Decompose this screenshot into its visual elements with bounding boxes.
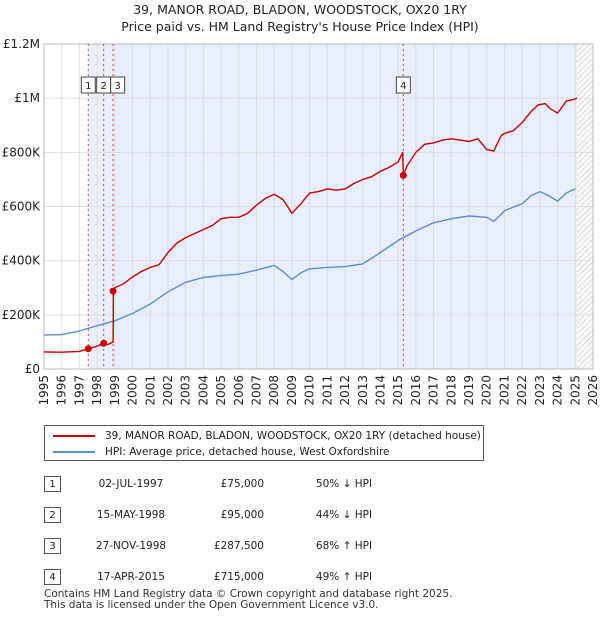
sale-date: 02-JUL-1997: [98, 478, 164, 490]
sale-chart-badge-label: 3: [114, 81, 120, 92]
sale-chart-badge-label: 1: [85, 81, 91, 92]
sale-badge: 1: [44, 476, 61, 492]
legend-label-hpi: HPI: Average price, detached house, West…: [105, 446, 390, 458]
sale-date: 15-MAY-1998: [96, 509, 166, 521]
legend-swatch-property: [53, 435, 95, 437]
x-tick-label: 1998: [90, 375, 104, 406]
chart-legend: 39, MANOR ROAD, BLADON, WOODSTOCK, OX20 …: [44, 425, 484, 461]
x-tick-label: 1996: [55, 375, 69, 406]
sale-chart-badge-label: 4: [400, 81, 406, 92]
sale-hpi-change: 49% ↑ HPI: [315, 571, 373, 583]
x-tick-label: 2025: [568, 375, 582, 406]
legend-label-property: 39, MANOR ROAD, BLADON, WOODSTOCK, OX20 …: [105, 430, 481, 442]
sale-chart-badge: [80, 76, 96, 94]
sale-chart-badge-label: 2: [100, 81, 106, 92]
x-tick-label: 2023: [533, 375, 547, 406]
footer-attribution: Contains HM Land Registry data © Crown c…: [44, 589, 452, 611]
chart-title-line2: Price paid vs. HM Land Registry's House …: [121, 19, 478, 34]
sale-hpi-change: 68% ↑ HPI: [315, 540, 373, 552]
plot-border: [43, 43, 594, 370]
y-tick-label: £1M: [14, 91, 40, 105]
y-tick-label: £0: [25, 362, 40, 376]
sale-point: [109, 287, 117, 295]
x-tick-label: 2000: [126, 375, 140, 406]
legend-item-hpi: HPI: Average price, detached house, West…: [53, 444, 390, 460]
chart-title-line1: 39, MANOR ROAD, BLADON, WOODSTOCK, OX20 …: [133, 2, 467, 17]
x-tick-label: 2008: [267, 375, 281, 406]
sale-price: £75,000: [220, 478, 264, 490]
x-tick-label: 2011: [320, 375, 334, 406]
sale-chart-badge: [395, 76, 411, 94]
y-tick-label: £1.2M: [3, 37, 40, 51]
sale-row: 2 15-MAY-1998 £95,000 44% ↓ HPI: [44, 505, 464, 525]
x-tick-label: 2019: [462, 375, 476, 406]
y-tick-label: £600K: [2, 200, 42, 214]
sale-point: [84, 345, 92, 353]
series-line: [43, 97, 578, 353]
price-chart: 39, MANOR ROAD, BLADON, WOODSTOCK, OX20 …: [2, 2, 600, 406]
y-tick-label: £400K: [2, 254, 42, 268]
series-line: [43, 188, 576, 336]
x-tick-label: 2005: [214, 375, 228, 406]
x-tick-label: 2003: [179, 375, 193, 406]
x-tick-label: 2016: [409, 375, 423, 406]
x-tick-label: 2001: [143, 375, 157, 406]
sale-chart-badge: [110, 76, 126, 94]
x-tick-label: 2015: [391, 375, 405, 406]
y-tick-label: £800K: [2, 145, 42, 159]
footer-line1: Contains HM Land Registry data © Crown c…: [44, 588, 453, 600]
sale-price: £715,000: [213, 571, 264, 583]
sale-point: [100, 339, 108, 347]
x-tick-label: 2009: [285, 375, 299, 406]
x-tick-label: 1995: [37, 375, 51, 406]
sale-row: 3 27-NOV-1998 £287,500 68% ↑ HPI: [44, 536, 464, 556]
x-tick-label: 2018: [444, 375, 458, 406]
sale-point: [399, 171, 407, 179]
sale-price: £287,500: [213, 540, 264, 552]
x-tick-label: 2024: [551, 375, 565, 406]
sale-price: £95,000: [220, 509, 264, 521]
sale-row: 1 02-JUL-1997 £75,000 50% ↓ HPI: [44, 474, 464, 494]
x-tick-label: 2026: [586, 375, 600, 406]
sale-hpi-change: 44% ↓ HPI: [315, 509, 373, 521]
plot-area: 1995 1996 1997 1998 1999 2000 2001 2002 2003 2004…: [2, 37, 600, 406]
x-tick-label: 1997: [72, 375, 86, 406]
legend-swatch-hpi: [53, 451, 95, 453]
x-tick-label: 2020: [480, 375, 494, 406]
sale-hpi-change: 50% ↓ HPI: [315, 478, 373, 490]
y-tick-label: £200K: [2, 308, 42, 322]
x-tick-label: 2004: [196, 375, 210, 406]
sale-badge: 4: [44, 569, 61, 585]
x-tick-label: 1999: [108, 375, 122, 406]
x-tick-label: 2017: [427, 375, 441, 406]
x-tick-label: 2013: [356, 375, 370, 406]
x-tick-label: 2022: [515, 375, 529, 406]
x-tick-label: 2014: [373, 375, 387, 406]
sale-date: 27-NOV-1998: [95, 540, 167, 552]
sale-badge: 3: [44, 538, 61, 554]
sale-date: 17-APR-2015: [97, 571, 165, 583]
x-tick-label: 2002: [161, 375, 175, 406]
legend-item-property: 39, MANOR ROAD, BLADON, WOODSTOCK, OX20 …: [53, 428, 481, 444]
x-tick-label: 2021: [497, 375, 511, 406]
x-tick-label: 2012: [338, 375, 352, 406]
x-tick-label: 2007: [250, 375, 264, 406]
sale-row: 4 17-APR-2015 £715,000 49% ↑ HPI: [44, 567, 464, 587]
sale-badge: 2: [44, 507, 61, 523]
x-tick-label: 2010: [303, 375, 317, 406]
x-tick-label: 2006: [232, 375, 246, 406]
footer-line2: This data is licensed under the Open Gov…: [44, 599, 379, 611]
